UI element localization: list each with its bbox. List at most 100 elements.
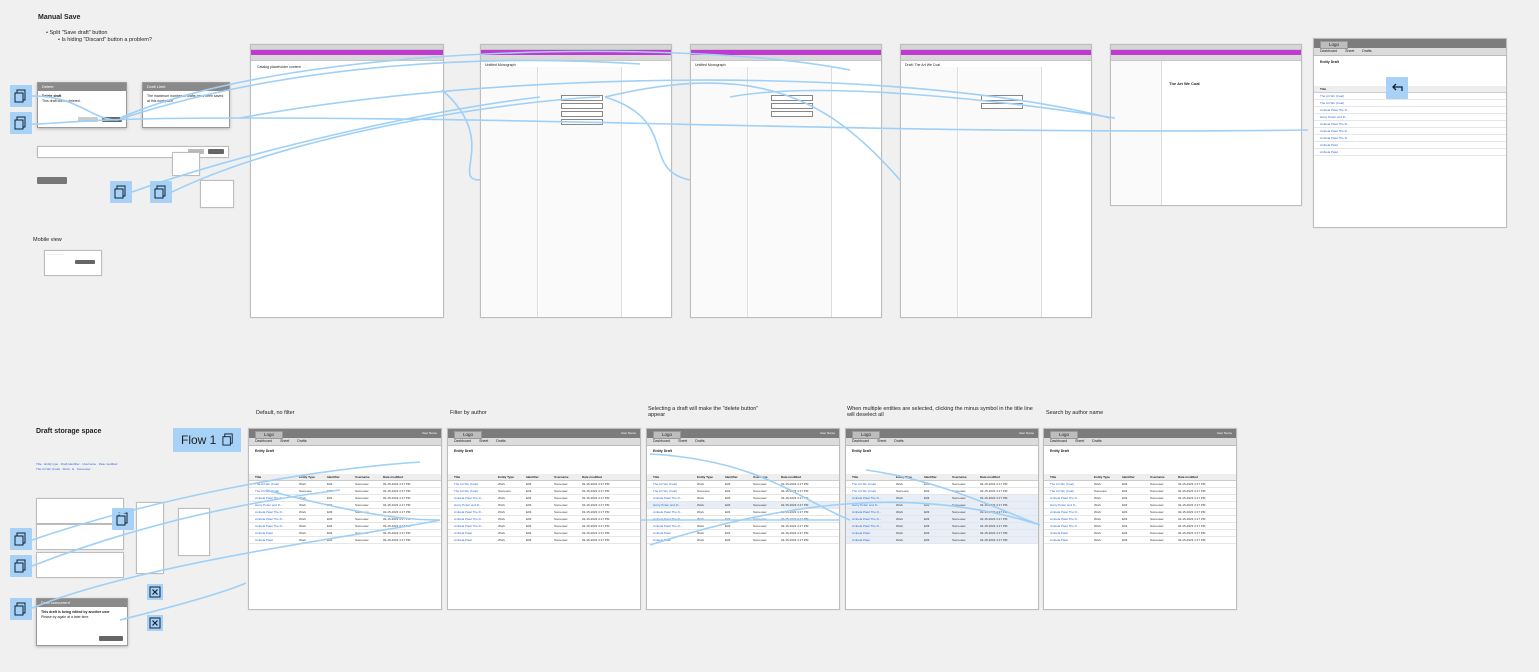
column-header[interactable]: Identifier <box>1122 475 1135 479</box>
table-row[interactable]: Ambela Patel The D... Work E03 Someuser 02-1… <box>1044 509 1236 516</box>
table-row[interactable]: The Art Wo (Coal) Work E03 Someuser 02-15-20… <box>1044 481 1236 488</box>
table-cell[interactable]: Ambela Patel The D... <box>852 496 882 500</box>
table-cell[interactable]: Ambela Patel <box>454 531 472 535</box>
table-row[interactable]: Ambela Patel The D... Work E03 Someuser 02-1… <box>448 516 640 523</box>
table-cell[interactable]: The Art Wo (Coal) <box>454 482 478 486</box>
table-cell[interactable]: Harry Potter and th... <box>255 503 283 507</box>
table-row[interactable]: The Art Wo (Coal) Someone E03 Someuser 02-15… <box>448 488 640 495</box>
table-row[interactable]: Ambela Patel The D... Work E03 Someuser 02-1… <box>647 523 839 530</box>
tab[interactable]: Dashboard <box>454 439 472 443</box>
column-header[interactable]: Date modified <box>781 475 801 479</box>
table-row[interactable]: The Art Wo (Coal) Someone E03 Someuser 02-15… <box>846 488 1038 495</box>
table-cell[interactable]: Ambela Patel The D... <box>1050 524 1080 528</box>
table-cell[interactable]: Ambela Patel The D... <box>653 510 683 514</box>
table-row[interactable]: Ambela Patel The D... Work E03 Someuser 02-1… <box>249 509 441 516</box>
table-row[interactable]: Ambela Patel The D... Work E03 Someuser 02-1… <box>448 523 640 530</box>
table-cell[interactable]: Ambela Patel <box>653 538 671 542</box>
user-name[interactable]: User Name <box>421 431 437 435</box>
column-header[interactable]: Identifier <box>924 475 937 479</box>
table-row[interactable]: Harry Potter and th... Work E03 Someuser 02-… <box>846 502 1038 509</box>
delete-modal-confirm[interactable] <box>102 117 122 122</box>
table-cell[interactable]: The Art Wo (Coal) <box>852 489 876 493</box>
table-row[interactable]: Ambela Patel The D... Work E03 Someuser 02-1… <box>249 495 441 502</box>
row-title[interactable]: The Art Wo (Coal) <box>1320 101 1344 105</box>
table-cell[interactable]: Ambela Patel The D... <box>454 510 484 514</box>
row-title[interactable]: Ambela Patel The D... <box>1320 136 1350 140</box>
column-header[interactable]: Username <box>952 475 967 479</box>
column-header[interactable]: Entity Type <box>1094 475 1110 479</box>
table-row[interactable]: Ambela Patel The D... Work E03 Someuser 02-1… <box>1044 495 1236 502</box>
table-cell[interactable]: Harry Potter and th... <box>1050 503 1078 507</box>
table-row[interactable]: Ambela Patel Work E03 Someuser 02-15-2023 4:… <box>846 530 1038 537</box>
column-header[interactable]: Title <box>255 475 262 479</box>
table-row[interactable]: Ambela Patel Work E03 Someuser 02-15-2023 4:… <box>1044 537 1236 544</box>
table-row[interactable]: Ambela Patel The D... Work E03 Someuser 02-1… <box>448 509 640 516</box>
row-title[interactable]: Ambela Patel The D... <box>1320 122 1350 126</box>
table-row[interactable]: The Art Wo (Coal) Work E03 Someuser 02-15-20… <box>249 481 441 488</box>
table-cell[interactable]: The Art Wo (Coal) <box>653 489 677 493</box>
tab[interactable]: Dashboard <box>255 439 273 443</box>
column-header[interactable]: Title <box>852 475 859 479</box>
table-row[interactable]: The Art Wo (Coal) Someone E03 Someuser 02-15… <box>647 488 839 495</box>
table-cell[interactable]: Ambela Patel <box>1050 538 1068 542</box>
table-row[interactable]: Ambela Patel Work E03 Someuser 02-15-2023 4:… <box>846 537 1038 544</box>
column-header[interactable]: Username <box>355 475 370 479</box>
tab[interactable]: Sheet <box>877 439 887 443</box>
table-row[interactable]: Ambela Patel The D... Work E03 Someuser 02-1… <box>647 516 839 523</box>
tab[interactable]: Sheet <box>479 439 489 443</box>
table-cell[interactable]: The Art Wo (Coal) <box>1050 482 1074 486</box>
draft-concurrent-ok[interactable] <box>99 636 123 641</box>
user-name[interactable]: User Name <box>1216 431 1232 435</box>
table-cell[interactable]: The Art Wo (Coal) <box>255 489 279 493</box>
table-cell[interactable]: Harry Potter and th... <box>653 503 681 507</box>
save-button[interactable] <box>208 149 224 154</box>
table-row[interactable]: Ambela Patel The D... Work E03 Someuser 02-1… <box>647 495 839 502</box>
table-cell[interactable]: The Art Wo (Coal) <box>255 482 279 486</box>
delete-modal-cancel[interactable] <box>78 117 98 122</box>
table-row[interactable]: Ambela Patel Work E03 Someuser 02-15-2023 4:… <box>249 537 441 544</box>
row-title[interactable]: Ambela Patel <box>1320 143 1338 147</box>
table-row[interactable]: Harry Potter and th... Work E03 Someuser 02-… <box>647 502 839 509</box>
tab[interactable]: Drafts <box>1092 439 1102 443</box>
table-row[interactable]: Harry Potter and th... Work E03 Someuser 02-… <box>1044 502 1236 509</box>
column-header[interactable]: Username <box>753 475 768 479</box>
table-cell[interactable]: Ambela Patel <box>255 531 273 535</box>
tab[interactable]: Drafts <box>297 439 307 443</box>
table-cell[interactable]: Ambela Patel The D... <box>1050 496 1080 500</box>
column-header[interactable]: Identifier <box>327 475 340 479</box>
table-cell[interactable]: The Art Wo (Coal) <box>454 489 478 493</box>
table-row[interactable]: Ambela Patel The D... Work E03 Someuser 02-1… <box>1044 516 1236 523</box>
table-row[interactable]: The Art Wo (Coal) Someone E03 Someuser 02-15… <box>249 488 441 495</box>
tab-drafts[interactable]: Drafts <box>1362 49 1372 53</box>
table-row[interactable]: Ambela Patel The D... Work E03 Someuser 02-1… <box>249 523 441 530</box>
table-row[interactable]: Ambela Patel The D... Work E03 Someuser 02-1… <box>846 516 1038 523</box>
tab[interactable]: Drafts <box>496 439 506 443</box>
table-cell[interactable]: Ambela Patel The D... <box>454 517 484 521</box>
table-row[interactable]: Ambela Patel Work E03 Someuser 02-15-2023 4:… <box>448 530 640 537</box>
table-cell[interactable]: Ambela Patel The D... <box>1050 517 1080 521</box>
table-row[interactable]: The Art Wo (Coal) Someone E03 Someuser 02-15… <box>1044 488 1236 495</box>
table-row[interactable]: Ambela Patel The D... Work E03 Someuser 02-1… <box>1044 523 1236 530</box>
table-cell[interactable]: Ambela Patel <box>255 538 273 542</box>
tab[interactable]: Dashboard <box>852 439 870 443</box>
table-cell[interactable]: The Art Wo (Coal) <box>653 482 677 486</box>
table-row[interactable]: The Art Wo (Coal) Work E03 Someuser 02-15-20… <box>448 481 640 488</box>
table-cell[interactable]: Ambela Patel The D... <box>1050 510 1080 514</box>
table-row[interactable]: The Art Wo (Coal) Work E03 Someuser 02-15-20… <box>846 481 1038 488</box>
user-name[interactable]: User Name <box>819 431 835 435</box>
table-cell[interactable]: Ambela Patel The D... <box>255 524 285 528</box>
table-row[interactable]: Harry Potter and th... Work E03 Someuser 02-… <box>448 502 640 509</box>
table-row[interactable]: Harry Potter and th... Work E03 Someuser 02-… <box>249 502 441 509</box>
column-header[interactable]: Identifier <box>526 475 539 479</box>
table-cell[interactable]: Ambela Patel The D... <box>852 510 882 514</box>
user-name[interactable]: User Name <box>620 431 636 435</box>
column-header[interactable]: Date modified <box>980 475 1000 479</box>
table-cell[interactable]: Ambela Patel The D... <box>852 517 882 521</box>
table-cell[interactable]: Ambela Patel <box>852 538 870 542</box>
table-row[interactable]: Ambela Patel Work E03 Someuser 02-15-2023 4:… <box>448 537 640 544</box>
tab[interactable]: Dashboard <box>1050 439 1068 443</box>
tab[interactable]: Sheet <box>678 439 688 443</box>
column-header[interactable]: Title <box>1050 475 1057 479</box>
column-header[interactable]: Title <box>454 475 461 479</box>
column-header[interactable]: Date modified <box>1178 475 1198 479</box>
